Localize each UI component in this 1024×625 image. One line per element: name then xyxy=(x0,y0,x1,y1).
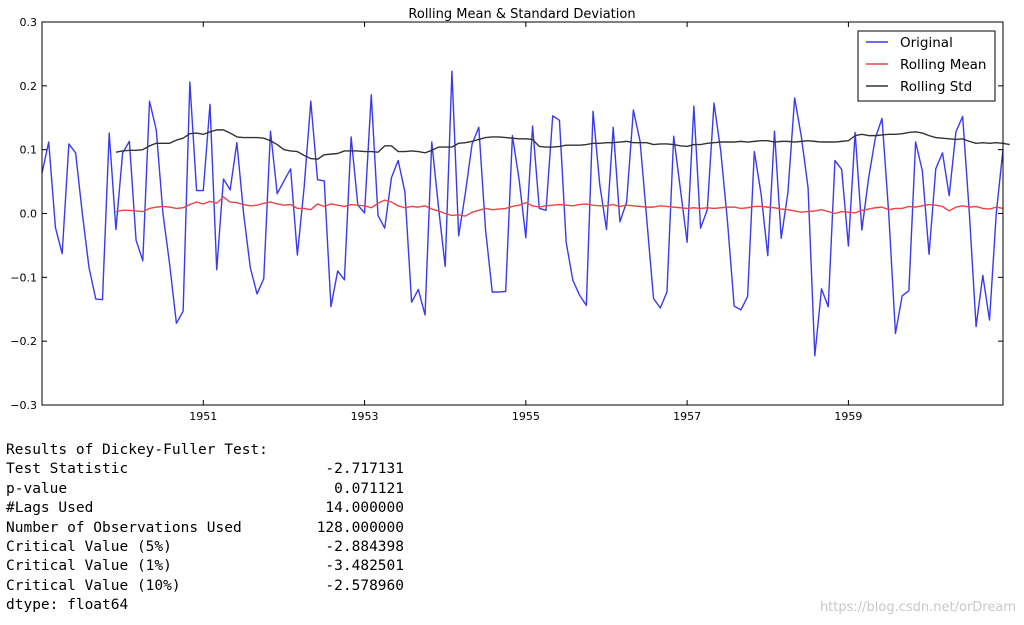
result-row-lags-used: #Lags Used 14.000000 xyxy=(6,499,404,518)
tick-layer: −0.3 −0.2 −0.1 0.0 0.1 0.2 0.3 1951 1953 1955 1957… xyxy=(10,16,1003,423)
x-tick-label: 1951 xyxy=(189,410,217,423)
result-value: 128.000000 xyxy=(316,519,404,536)
series-layer xyxy=(41,70,1010,357)
y-tick-label: 0.0 xyxy=(20,208,38,221)
result-row-test-statistic: Test Statistic -2.717131 xyxy=(6,460,404,479)
x-tick-label: 1957 xyxy=(673,410,701,423)
legend-label-rolling-std: Rolling Std xyxy=(900,79,972,95)
result-value: -2.884398 xyxy=(325,539,404,556)
rolling-stats-chart: −0.3 −0.2 −0.1 0.0 0.1 0.2 0.3 1951 1953 1955 1957… xyxy=(10,7,1010,423)
results-title: Results of Dickey-Fuller Test: xyxy=(6,442,268,458)
results-dtype: dtype: float64 xyxy=(6,597,129,614)
result-label: Critical Value (1%) xyxy=(6,558,172,575)
x-tick-label: 1959 xyxy=(834,410,862,423)
result-row-critical-1: Critical Value (1%) -3.482501 xyxy=(6,557,404,576)
legend-label-rolling-mean: Rolling Mean xyxy=(900,57,986,73)
result-label: Test Statistic xyxy=(6,461,129,478)
chart-title: Rolling Mean & Standard Deviation xyxy=(408,7,635,22)
series-line-rolling-std xyxy=(115,129,1010,160)
result-value: -2.717131 xyxy=(325,461,404,478)
result-value: 14.000000 xyxy=(325,500,404,517)
result-row-observations-used: Number of Observations Used 128.000000 xyxy=(6,519,404,538)
series-line-rolling-mean xyxy=(115,196,1004,217)
legend: Original Rolling Mean Rolling Std xyxy=(857,30,996,102)
legend-label-original: Original xyxy=(900,35,953,51)
y-tick-label: 0.2 xyxy=(20,80,38,93)
y-tick-label: −0.3 xyxy=(10,399,37,412)
result-value: 0.071121 xyxy=(334,480,404,497)
result-value: -3.482501 xyxy=(325,558,404,575)
result-row-critical-10: Critical Value (10%) -2.578960 xyxy=(6,577,404,596)
y-tick-label: 0.3 xyxy=(20,16,38,29)
result-label: p-value xyxy=(6,480,68,497)
x-tick-label: 1953 xyxy=(351,410,379,423)
result-value: -2.578960 xyxy=(325,577,404,594)
result-label: Number of Observations Used xyxy=(6,519,242,536)
y-tick-label: −0.2 xyxy=(10,335,37,348)
y-tick-label: 0.1 xyxy=(20,144,38,157)
x-tick-label: 1955 xyxy=(512,410,540,423)
result-row-p-value: p-value 0.071121 xyxy=(6,480,404,499)
result-row-critical-5: Critical Value (5%) -2.884398 xyxy=(6,538,404,557)
series-line-original xyxy=(41,70,1004,357)
watermark: https://blog.csdn.net/orDream xyxy=(819,600,1016,615)
dickey-fuller-results: Results of Dickey-Fuller Test: Test Stat… xyxy=(6,441,404,616)
y-tick-label: −0.1 xyxy=(10,271,37,284)
result-label: Critical Value (10%) xyxy=(6,577,181,594)
result-label: Critical Value (5%) xyxy=(6,539,172,556)
result-label: #Lags Used xyxy=(6,500,94,517)
